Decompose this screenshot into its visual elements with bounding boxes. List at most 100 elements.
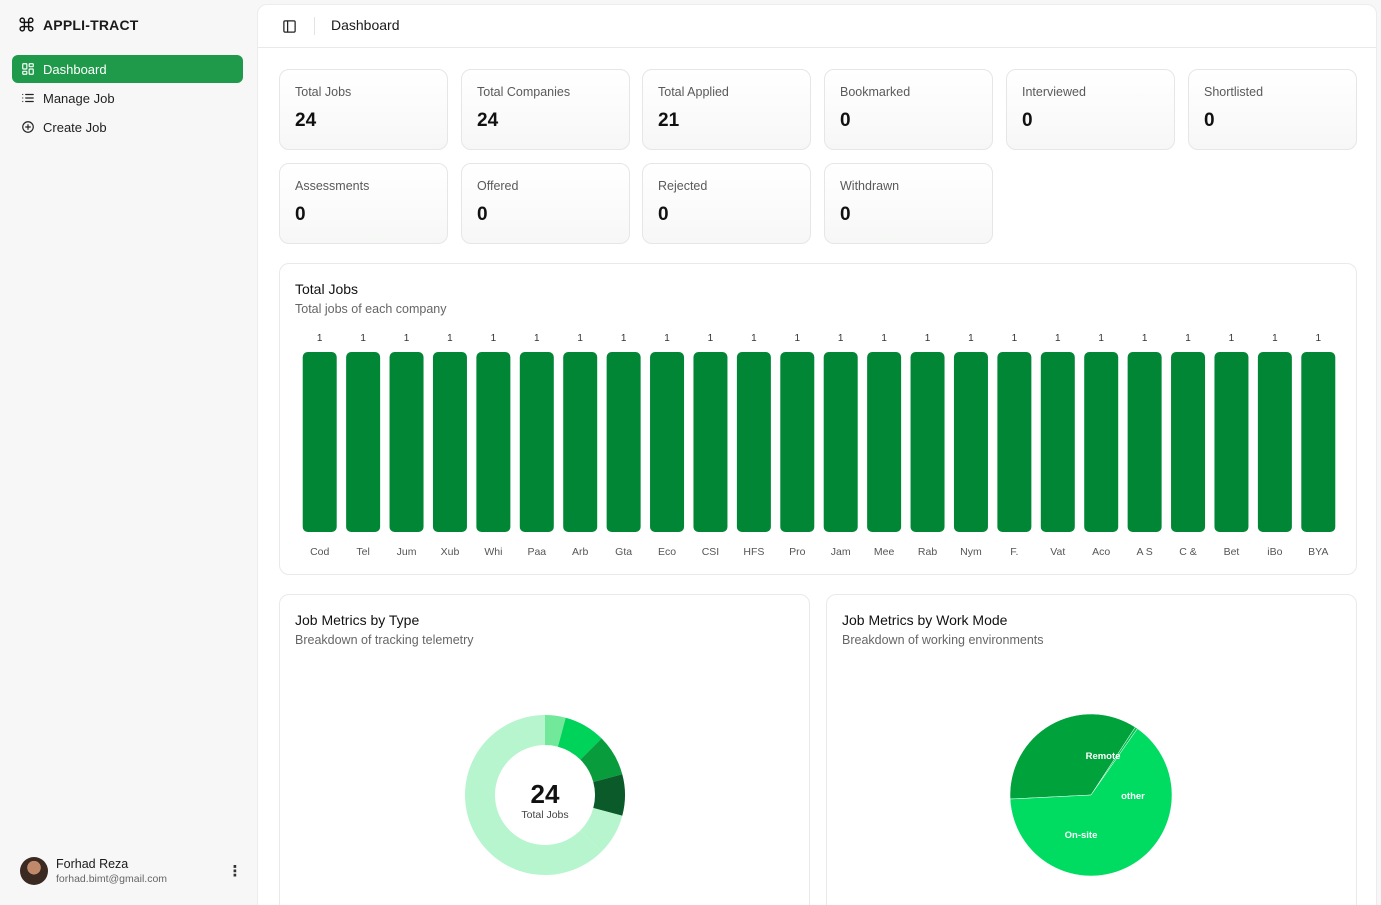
work-mode-chart-panel: Job Metrics by Work Mode Breakdown of wo… <box>826 594 1357 905</box>
bar-nym[interactable] <box>953 352 988 532</box>
donut-slice-4[interactable] <box>593 774 625 816</box>
donut-slice-5[interactable] <box>580 807 623 852</box>
sidebar-item-create-job[interactable]: Create Job <box>12 113 243 141</box>
data-label: 1 <box>404 333 410 344</box>
bar-ibo[interactable] <box>1257 352 1292 532</box>
data-label: 1 <box>1098 333 1104 344</box>
sidebar-item-dashboard[interactable]: Dashboard <box>12 55 243 83</box>
breadcrumb: Dashboard <box>331 17 400 33</box>
stat-label: Offered <box>477 179 519 193</box>
donut-center-value: 24 <box>531 779 560 809</box>
bar-bet[interactable] <box>1214 352 1249 532</box>
bar-aco[interactable] <box>1084 352 1119 532</box>
bar-c[interactable] <box>1171 352 1206 532</box>
tick-label: BYA <box>1308 546 1328 558</box>
stat-value: 24 <box>295 110 317 131</box>
data-label: 1 <box>1229 333 1235 344</box>
bar-hfs[interactable] <box>736 352 771 532</box>
bar-bya[interactable] <box>1301 352 1336 532</box>
sidebar: APPLI-TRACT Dashboard Manage Job Create … <box>0 0 256 905</box>
stat-card-offered: Offered 0 <box>461 163 630 244</box>
data-label: 1 <box>968 333 974 344</box>
data-label: 1 <box>447 333 453 344</box>
pie-label-other: other <box>1121 791 1145 802</box>
user-menu[interactable]: Forhad Reza forhad.bimt@gmail.com ⋮ <box>20 855 243 887</box>
tick-label: Whi <box>484 546 502 558</box>
tick-label: Paa <box>527 546 546 558</box>
stat-value: 0 <box>295 204 306 225</box>
bar-xub[interactable] <box>432 352 467 532</box>
data-label: 1 <box>1055 333 1061 344</box>
user-name: Forhad Reza <box>56 856 129 871</box>
data-label: 1 <box>1316 333 1322 344</box>
sidebar-toggle-icon[interactable] <box>282 19 297 34</box>
tick-label: Rab <box>918 546 937 558</box>
data-label: 1 <box>1012 333 1018 344</box>
stat-card-withdrawn: Withdrawn 0 <box>824 163 993 244</box>
sidebar-item-manage-job[interactable]: Manage Job <box>12 84 243 112</box>
chart-title: Job Metrics by Work Mode <box>842 612 1008 628</box>
tick-label: Jum <box>397 546 417 558</box>
more-vertical-icon[interactable]: ⋮ <box>227 863 243 880</box>
data-label: 1 <box>577 333 583 344</box>
chart-subtitle: Total jobs of each company <box>295 302 447 316</box>
tick-label: Jam <box>831 546 851 558</box>
data-label: 1 <box>1185 333 1191 344</box>
data-label: 1 <box>881 333 887 344</box>
bar-a-s[interactable] <box>1127 352 1162 532</box>
stat-card-assessments: Assessments 0 <box>279 163 448 244</box>
stat-label: Assessments <box>295 179 370 193</box>
bar-eco[interactable] <box>650 352 685 532</box>
stat-card-total-jobs: Total Jobs 24 <box>279 69 448 150</box>
bar-pro[interactable] <box>780 352 815 532</box>
chart-subtitle: Breakdown of working environments <box>842 633 1044 647</box>
donut-slice-0[interactable] <box>465 715 602 875</box>
stat-value: 0 <box>840 204 851 225</box>
tick-label: F. <box>1010 546 1018 558</box>
data-label: 1 <box>708 333 714 344</box>
bar-whi[interactable] <box>476 352 511 532</box>
pie-slice-remote[interactable] <box>1009 713 1136 800</box>
bar-arb[interactable] <box>563 352 598 532</box>
stat-label: Total Jobs <box>295 85 352 99</box>
pie-chart: Remote other On-site <box>1009 713 1173 877</box>
bar-paa[interactable] <box>519 352 554 532</box>
bar-vat[interactable] <box>1040 352 1075 532</box>
stat-value: 0 <box>1204 110 1215 131</box>
tick-label: C & <box>1179 546 1197 558</box>
bar-mee[interactable] <box>867 352 902 532</box>
brand[interactable]: APPLI-TRACT <box>18 16 139 33</box>
stat-value: 24 <box>477 110 499 131</box>
bar-tel[interactable] <box>346 352 381 532</box>
stat-card-interviewed: Interviewed 0 <box>1006 69 1175 150</box>
stat-value: 0 <box>1022 110 1033 131</box>
bar-gta[interactable] <box>606 352 641 532</box>
bar-cod[interactable] <box>302 352 337 532</box>
stat-label: Shortlisted <box>1204 85 1264 99</box>
bar-f[interactable] <box>997 352 1032 532</box>
bar-rab[interactable] <box>910 352 945 532</box>
stat-label: Rejected <box>658 179 708 193</box>
bar-jam[interactable] <box>823 352 858 532</box>
stat-card-bookmarked: Bookmarked 0 <box>824 69 993 150</box>
total-jobs-chart-panel: Total Jobs Total jobs of each company 1 C… <box>279 263 1357 575</box>
data-label: 1 <box>664 333 670 344</box>
plus-circle-icon <box>22 121 34 133</box>
donut-slice-2[interactable] <box>557 717 602 760</box>
data-label: 1 <box>1142 333 1148 344</box>
tick-label: CSI <box>702 546 720 558</box>
data-label: 1 <box>1272 333 1278 344</box>
data-label: 1 <box>795 333 801 344</box>
topbar: Dashboard <box>258 5 1376 48</box>
pie-slice-on-site[interactable] <box>1009 728 1173 877</box>
tick-label: Eco <box>658 546 676 558</box>
pie-label-on-site: On-site <box>1065 830 1098 841</box>
bar-chart: 1 Cod 1 Tel 1 Jum 1 Xub 1 Whi 1 Paa 1 Arb 1 Gta 1 Eco 1 CSI… <box>302 333 1336 558</box>
donut-slice-3[interactable] <box>580 738 623 783</box>
bar-jum[interactable] <box>389 352 424 532</box>
donut-slice-1[interactable] <box>545 715 566 747</box>
command-icon <box>19 17 34 32</box>
bar-csi[interactable] <box>693 352 728 532</box>
tick-label: Arb <box>572 546 589 558</box>
tick-label: iBo <box>1267 546 1282 558</box>
